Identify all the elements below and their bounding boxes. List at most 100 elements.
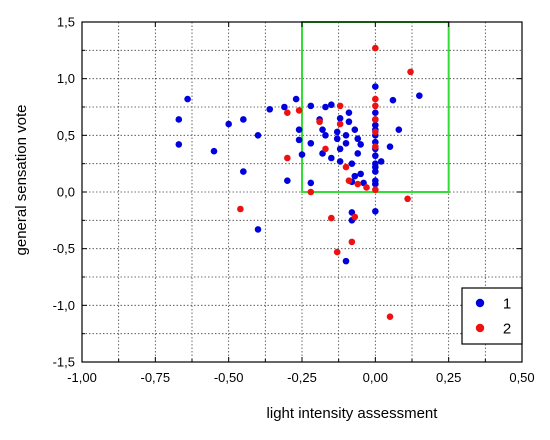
y-axis-title: general sensation vote — [13, 105, 30, 256]
data-point-series-1 — [377, 158, 385, 165]
data-point-series-1 — [254, 226, 262, 233]
data-point-series-1 — [372, 138, 379, 146]
data-point-series-2 — [372, 44, 379, 52]
legend-label-series-2: 2 — [503, 321, 511, 338]
data-point-series-1 — [336, 145, 344, 153]
data-point-series-1 — [345, 109, 353, 116]
data-point-series-1 — [354, 135, 362, 143]
data-point-series-1 — [319, 126, 326, 133]
data-point-series-1 — [389, 96, 397, 104]
data-point-series-1 — [342, 257, 350, 265]
data-point-series-1 — [322, 132, 329, 139]
data-point-series-1 — [225, 120, 232, 128]
data-point-series-1 — [328, 154, 335, 162]
data-point-series-2 — [336, 120, 344, 128]
y-tick-label: -1,5 — [53, 355, 75, 370]
data-point-series-1 — [266, 105, 274, 113]
data-point-series-1 — [342, 132, 350, 139]
data-point-series-1 — [357, 170, 364, 178]
data-point-series-2 — [372, 186, 379, 194]
data-point-series-2 — [372, 116, 379, 123]
x-tick-label: -0,25 — [287, 370, 317, 385]
data-point-series-1 — [395, 126, 403, 133]
data-point-series-1 — [292, 95, 300, 103]
data-point-series-1 — [416, 92, 423, 99]
data-point-series-1 — [281, 103, 288, 111]
data-point-series-1 — [342, 139, 350, 147]
data-point-series-1 — [372, 83, 379, 90]
data-point-series-1 — [372, 163, 379, 171]
data-point-series-1 — [333, 135, 341, 143]
data-point-series-2 — [372, 95, 379, 103]
data-point-series-1 — [372, 152, 379, 160]
data-point-series-2 — [348, 238, 356, 246]
data-point-series-2 — [342, 163, 350, 171]
data-point-series-1 — [254, 132, 262, 139]
legend-box — [461, 287, 523, 345]
data-point-series-1 — [175, 116, 183, 123]
data-point-series-1 — [333, 128, 341, 136]
data-point-series-1 — [295, 136, 303, 144]
x-tick-label: -0,75 — [141, 370, 171, 385]
data-point-series-1 — [345, 118, 353, 126]
data-point-series-2 — [307, 188, 315, 196]
data-point-series-1 — [184, 95, 191, 103]
y-tick-label: 1,0 — [57, 71, 75, 86]
data-point-series-2 — [363, 184, 370, 191]
data-point-series-1 — [307, 179, 315, 187]
data-point-series-1 — [336, 158, 344, 165]
data-point-series-2 — [407, 68, 414, 76]
x-tick-label: 0,50 — [509, 370, 534, 385]
data-point-series-1 — [307, 139, 315, 147]
data-point-series-2 — [386, 313, 394, 320]
legend-marker-series-1 — [475, 298, 485, 308]
y-tick-label: 0,5 — [57, 128, 75, 143]
x-tick-label: 0,25 — [436, 370, 461, 385]
data-point-series-2 — [354, 180, 362, 188]
data-point-series-2 — [404, 195, 411, 203]
data-point-series-2 — [372, 128, 379, 136]
data-point-series-2 — [284, 154, 291, 162]
data-point-series-2 — [237, 205, 244, 213]
data-point-series-1 — [240, 168, 247, 175]
data-point-series-1 — [284, 177, 291, 184]
y-tick-label: -0,5 — [53, 241, 75, 256]
x-tick-label: -0,50 — [214, 370, 244, 385]
data-point-series-2 — [316, 118, 323, 126]
data-point-series-1 — [372, 121, 379, 129]
data-point-series-2 — [328, 214, 335, 222]
y-tick-label: 1,5 — [57, 15, 75, 30]
data-point-series-1 — [372, 180, 379, 188]
data-point-series-1 — [351, 126, 359, 133]
x-axis-title: light intensity assessment — [267, 405, 439, 422]
data-point-series-1 — [372, 168, 379, 175]
data-point-series-1 — [351, 172, 359, 180]
data-point-series-1 — [354, 150, 362, 157]
data-point-series-2 — [322, 145, 329, 153]
data-point-series-1 — [386, 143, 394, 150]
data-point-series-2 — [295, 107, 303, 114]
data-point-series-1 — [372, 109, 379, 116]
legend-label-series-1: 1 — [503, 296, 511, 313]
data-point-series-2 — [333, 248, 341, 256]
data-point-series-2 — [345, 177, 353, 184]
data-point-series-2 — [372, 143, 379, 150]
data-point-series-1 — [298, 151, 306, 158]
data-point-series-2 — [351, 213, 359, 221]
data-point-series-1 — [295, 126, 303, 133]
data-point-series-2 — [284, 109, 291, 116]
y-tick-label: -1,0 — [53, 298, 75, 313]
data-point-series-1 — [175, 141, 183, 148]
legend-marker-series-2 — [475, 323, 485, 333]
data-point-series-1 — [240, 116, 247, 123]
y-tick-label: 0,0 — [57, 185, 75, 200]
data-point-series-1 — [307, 102, 315, 110]
data-point-series-1 — [328, 101, 335, 109]
data-point-series-1 — [348, 160, 356, 167]
x-tick-label: -1,00 — [67, 370, 97, 385]
data-point-series-2 — [372, 102, 379, 110]
x-tick-label: 0,00 — [363, 370, 388, 385]
data-point-series-1 — [322, 103, 329, 111]
